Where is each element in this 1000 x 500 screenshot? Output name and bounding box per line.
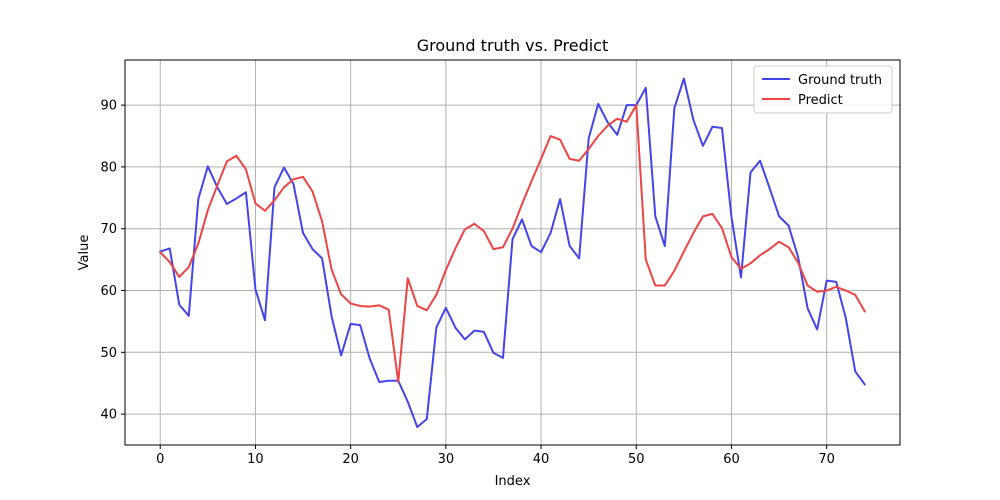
x-tick-label: 50 <box>628 452 645 467</box>
series-line-predict <box>159 104 866 383</box>
y-tick-label: 50 <box>100 346 117 361</box>
legend-label-ground-truth: Ground truth <box>798 73 882 88</box>
x-tick-label: 60 <box>723 452 740 467</box>
legend-box <box>753 65 893 114</box>
plot-area-frame <box>124 59 901 446</box>
x-tick-label: 0 <box>156 452 164 467</box>
y-tick-label: 60 <box>100 284 117 299</box>
x-tick-label: 30 <box>438 452 455 467</box>
y-tick-label: 40 <box>100 408 117 423</box>
series-lines <box>159 77 866 429</box>
x-tick-label: 10 <box>247 452 264 467</box>
axis-ticks: 0 10 20 30 40 50 60 70 40 50 60 70 80 90 <box>100 99 835 467</box>
y-tick-label: 70 <box>100 222 117 237</box>
series-line-ground-truth <box>159 77 866 429</box>
y-tick-label: 80 <box>100 160 117 175</box>
x-axis-label: Index <box>495 474 531 489</box>
x-tick-label: 20 <box>342 452 359 467</box>
x-tick-label: 70 <box>818 452 835 467</box>
legend-label-predict: Predict <box>798 93 843 108</box>
y-axis-label: Value <box>77 235 92 271</box>
x-tick-label: 40 <box>533 452 550 467</box>
y-tick-label: 90 <box>100 99 117 114</box>
grid-lines <box>125 60 900 445</box>
chart-title: Ground truth vs. Predict <box>417 36 609 55</box>
legend: Ground truth Predict <box>753 65 893 114</box>
